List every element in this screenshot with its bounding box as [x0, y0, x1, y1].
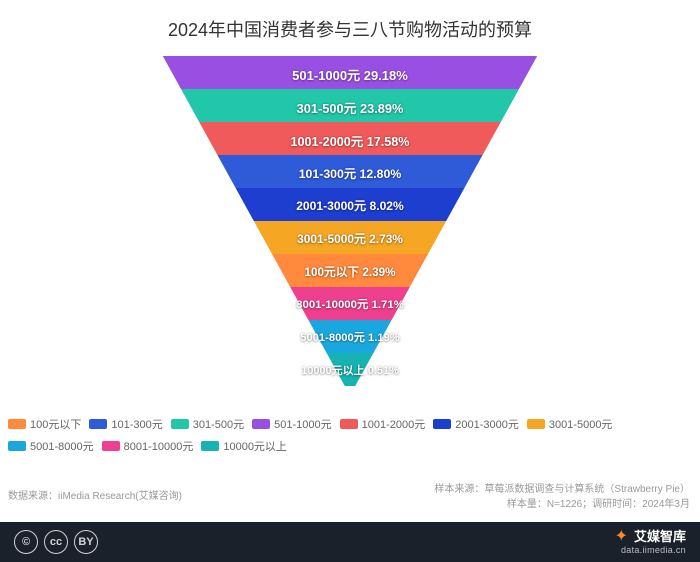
cc-by-icon: BY — [74, 530, 98, 554]
sample-info: 样本来源：草莓派数据调查与计算系统（Strawberry Pie） 样本量：N=… — [434, 482, 690, 512]
brand-url: data.iimedia.cn — [615, 546, 686, 556]
legend-item: 10000元以上 — [201, 438, 287, 454]
chart-title: 2024年中国消费者参与三八节购物活动的预算 — [0, 0, 700, 50]
sample-size: 样本量：N=1226；调研时间：2024年3月 — [434, 497, 690, 512]
sample-source: 样本来源：草莓派数据调查与计算系统（Strawberry Pie） — [434, 482, 690, 497]
legend-item: 1001-2000元 — [340, 416, 426, 432]
funnel-slice-label: 2001-3000元 8.02% — [296, 197, 404, 214]
legend-swatch — [527, 419, 545, 429]
legend-swatch — [433, 419, 451, 429]
funnel-slice-label: 5001-8000元 1.19% — [300, 329, 400, 345]
legend-swatch — [8, 419, 26, 429]
funnel-slice-label: 301-500元 23.89% — [297, 98, 404, 117]
legend-item: 8001-10000元 — [102, 438, 194, 454]
cc-cc-icon: cc — [44, 530, 68, 554]
brand-name: 艾媒智库 — [634, 530, 686, 544]
legend-item: 101-300元 — [89, 416, 162, 432]
legend-swatch — [201, 441, 219, 451]
funnel-slice-label: 10000元以上 0.51% — [301, 362, 399, 378]
funnel-chart: 501-1000元 29.18% 301-500元 23.89% 1001-2000… — [0, 56, 700, 386]
legend-label: 10000元以上 — [223, 438, 287, 454]
legend-label: 301-500元 — [193, 416, 244, 432]
legend-label: 101-300元 — [111, 416, 162, 432]
funnel-slice-label: 100元以下 2.39% — [305, 263, 396, 280]
legend-swatch — [102, 441, 120, 451]
funnel-slice-label: 1001-2000元 17.58% — [290, 131, 409, 150]
legend-swatch — [252, 419, 270, 429]
cc-license: © cc BY — [14, 530, 98, 554]
funnel-slice-label: 3001-5000元 2.73% — [297, 230, 403, 247]
legend-label: 5001-8000元 — [30, 438, 94, 454]
legend-swatch — [171, 419, 189, 429]
legend-item: 5001-8000元 — [8, 438, 94, 454]
funnel-slice-label: 501-1000元 29.18% — [292, 65, 408, 84]
legend-item: 100元以下 — [8, 416, 81, 432]
legend-swatch — [8, 441, 26, 451]
legend-label: 1001-2000元 — [362, 416, 426, 432]
funnel-slice-label: 8001-10000元 1.71% — [296, 296, 404, 312]
legend-label: 2001-3000元 — [455, 416, 519, 432]
brand-block: ✦ 艾媒智库 data.iimedia.cn — [615, 528, 686, 555]
brand-star-icon: ✦ — [615, 528, 628, 546]
cc-c-icon: © — [14, 530, 38, 554]
legend-swatch — [89, 419, 107, 429]
legend-item: 501-1000元 — [252, 416, 332, 432]
legend-swatch — [340, 419, 358, 429]
legend-item: 301-500元 — [171, 416, 244, 432]
legend: 100元以下 101-300元 301-500元 501-1000元 1001-2000… — [8, 416, 692, 454]
funnel-slice-label: 101-300元 12.80% — [299, 164, 402, 182]
legend-label: 8001-10000元 — [124, 438, 194, 454]
bottom-bar: © cc BY ✦ 艾媒智库 data.iimedia.cn — [0, 522, 700, 562]
data-source: 数据来源：iiMedia Research(艾媒咨询) — [8, 487, 182, 502]
legend-label: 100元以下 — [30, 416, 81, 432]
legend-label: 501-1000元 — [274, 416, 332, 432]
legend-item: 3001-5000元 — [527, 416, 613, 432]
legend-item: 2001-3000元 — [433, 416, 519, 432]
legend-label: 3001-5000元 — [549, 416, 613, 432]
